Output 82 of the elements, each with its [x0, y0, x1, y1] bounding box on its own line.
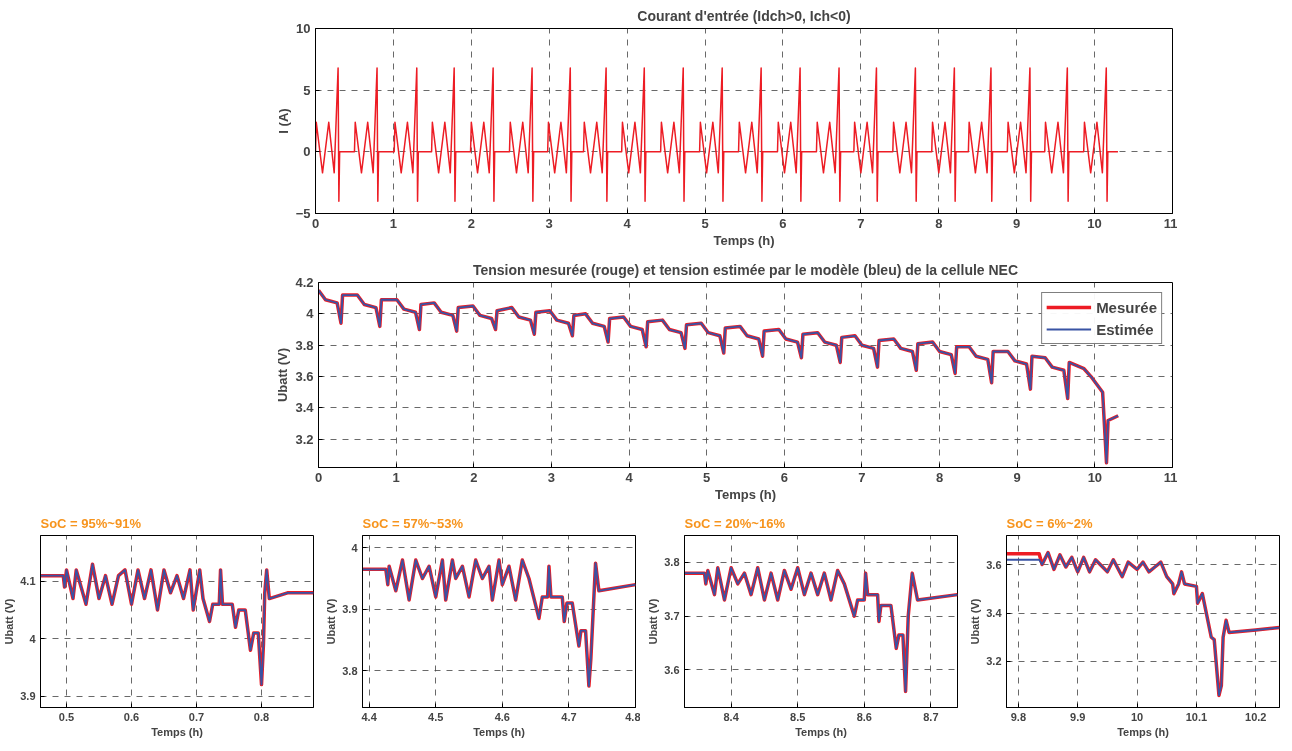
x-tick-label: 11 [1163, 215, 1178, 231]
x-tick-label: 0.5 [58, 710, 75, 723]
y-tick-label: 3.6 [664, 663, 680, 676]
y-axis-title: I (A) [275, 108, 291, 134]
x-tick-label: 4 [625, 469, 634, 485]
y-tick-label: 4 [29, 632, 37, 645]
y-tick-label: 4 [306, 306, 315, 322]
y-tick-label: 3.8 [342, 664, 358, 677]
x-tick-label: 10 [1130, 710, 1144, 723]
x-tick-label: 1 [389, 215, 398, 231]
x-axis-title: Temps (h) [795, 725, 848, 738]
legend-label: Estimée [1096, 320, 1154, 338]
x-tick-label: 2 [467, 215, 475, 231]
x-tick-label: 4 [623, 215, 632, 231]
x-tick-label: 7 [858, 469, 866, 485]
y-tick-label: 10 [296, 21, 311, 36]
x-tick-label: 8 [935, 215, 943, 231]
y-tick-label: 4.1 [20, 575, 36, 588]
x-tick-label: 2 [470, 469, 478, 485]
x-tick-label: 5 [701, 215, 709, 231]
x-tick-label: 10.2 [1245, 710, 1267, 723]
x-axis-title: Temps (h) [714, 486, 777, 502]
y-tick-label: 0 [303, 144, 311, 160]
y-tick-label: 3.4 [986, 607, 1003, 620]
y-axis-title: Ubatt (V) [3, 598, 16, 645]
x-tick-label: 7 [857, 215, 865, 231]
y-tick-label: 3.8 [295, 337, 314, 353]
chart-title: Tension mesurée (rouge) et tension estimée par le modèle (bleu) de la cellule NEC [472, 261, 1019, 278]
y-tick-label: 3.9 [20, 690, 36, 703]
x-tick-label: 8.5 [790, 710, 806, 723]
x-tick-label: 3 [547, 469, 556, 485]
x-tick-label: 4.8 [625, 710, 641, 723]
y-tick-label: 4 [351, 541, 359, 554]
y-tick-label: 3.2 [295, 431, 314, 447]
x-tick-label: 9.8 [1010, 710, 1027, 723]
y-axis-title: Ubatt (V) [647, 598, 660, 645]
x-tick-label: 8.7 [923, 710, 939, 723]
x-tick-label: 4.7 [561, 710, 577, 723]
chart-title: SoC = 57%~53% [362, 515, 464, 531]
x-tick-label: 9 [1013, 215, 1021, 231]
x-tick-label: 4.5 [428, 710, 444, 723]
x-tick-label: 9 [1013, 469, 1021, 485]
x-tick-label: 0.6 [123, 710, 140, 723]
x-tick-label: 4.6 [494, 710, 510, 723]
y-tick-label: 3.8 [664, 556, 680, 569]
y-tick-label: −5 [295, 206, 311, 221]
y-tick-label: 3.4 [295, 400, 315, 416]
y-tick-label: 3.7 [664, 610, 680, 623]
x-tick-label: 0.8 [253, 710, 270, 723]
x-tick-label: 11 [1163, 469, 1178, 485]
chart-title: SoC = 95%~91% [40, 515, 142, 531]
x-axis-title: Temps (h) [151, 725, 204, 738]
x-axis-title: Temps (h) [713, 232, 775, 248]
x-axis-title: Temps (h) [473, 725, 526, 738]
x-tick-label: 9.9 [1070, 710, 1086, 723]
legend-label: Mesurée [1096, 298, 1157, 316]
x-tick-label: 10.1 [1185, 710, 1208, 723]
x-axis-title: Temps (h) [1117, 725, 1170, 738]
x-tick-label: 6 [779, 215, 787, 231]
y-tick-label: 4.2 [295, 275, 314, 290]
x-tick-label: 5 [703, 469, 711, 485]
x-tick-label: 10 [1087, 469, 1103, 485]
y-tick-label: 3.6 [295, 369, 314, 385]
y-axis-title: Ubatt (V) [969, 598, 982, 645]
x-tick-label: 6 [780, 469, 788, 485]
x-tick-label: 8.4 [723, 710, 740, 723]
x-tick-label: 4.4 [361, 710, 378, 723]
chart-title: SoC = 20%~16% [684, 515, 786, 531]
x-tick-label: 1 [392, 469, 400, 485]
y-tick-label: 5 [303, 82, 311, 98]
x-tick-label: 0.7 [188, 710, 205, 723]
y-tick-label: 3.2 [986, 655, 1002, 668]
x-tick-label: 3 [545, 215, 553, 231]
y-axis-title: Ubatt (V) [275, 347, 291, 403]
x-tick-label: 10 [1087, 215, 1102, 231]
y-axis-title: Ubatt (V) [325, 598, 338, 645]
y-tick-label: 3.9 [342, 603, 358, 616]
chart-title: Courant d'entrée (Idch>0, Ich<0) [637, 7, 851, 24]
x-tick-label: 8 [935, 469, 944, 485]
x-tick-label: 8.6 [856, 710, 872, 723]
chart-title: SoC = 6%~2% [1006, 515, 1093, 531]
y-tick-label: 3.6 [986, 558, 1002, 571]
